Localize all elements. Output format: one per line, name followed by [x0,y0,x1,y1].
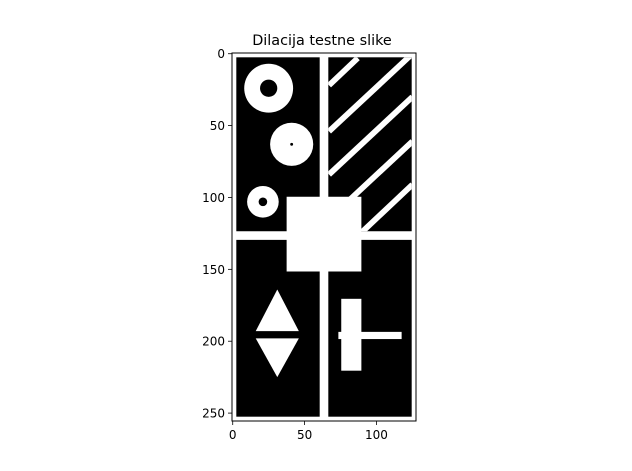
y-tick-label-2: 100 [202,191,225,205]
image-rect-6 [286,196,362,272]
x-tick-label-2: 100 [365,428,388,442]
chart-title: Dilacija testne slike [252,33,392,49]
stripe-2 [328,94,412,177]
stripe-4 [360,182,412,232]
image-rect-8 [338,331,402,340]
ring-hole-0 [260,79,278,97]
image [232,53,416,421]
stripe-3 [328,139,412,222]
stripes [328,57,412,232]
y-tick-label-3: 150 [202,263,225,277]
x-tick-label-0: 0 [229,428,237,442]
plot-area: 0 50 100 0 50 100 150 200 250 [202,47,417,442]
ring-hole-1 [290,142,294,146]
axes-frame [231,52,417,422]
y-tick-label-5: 250 [202,407,225,421]
y-tick-label-0: 0 [217,47,225,61]
triangle-0 [255,289,299,332]
x-tick-label-1: 50 [297,428,312,442]
y-tick-label-1: 50 [210,119,225,133]
stripe-1 [328,57,412,134]
triangle-1 [255,338,299,378]
y-tick-label-4: 200 [202,335,225,349]
ring-hole-2 [258,197,268,207]
stripe-0 [328,57,360,88]
